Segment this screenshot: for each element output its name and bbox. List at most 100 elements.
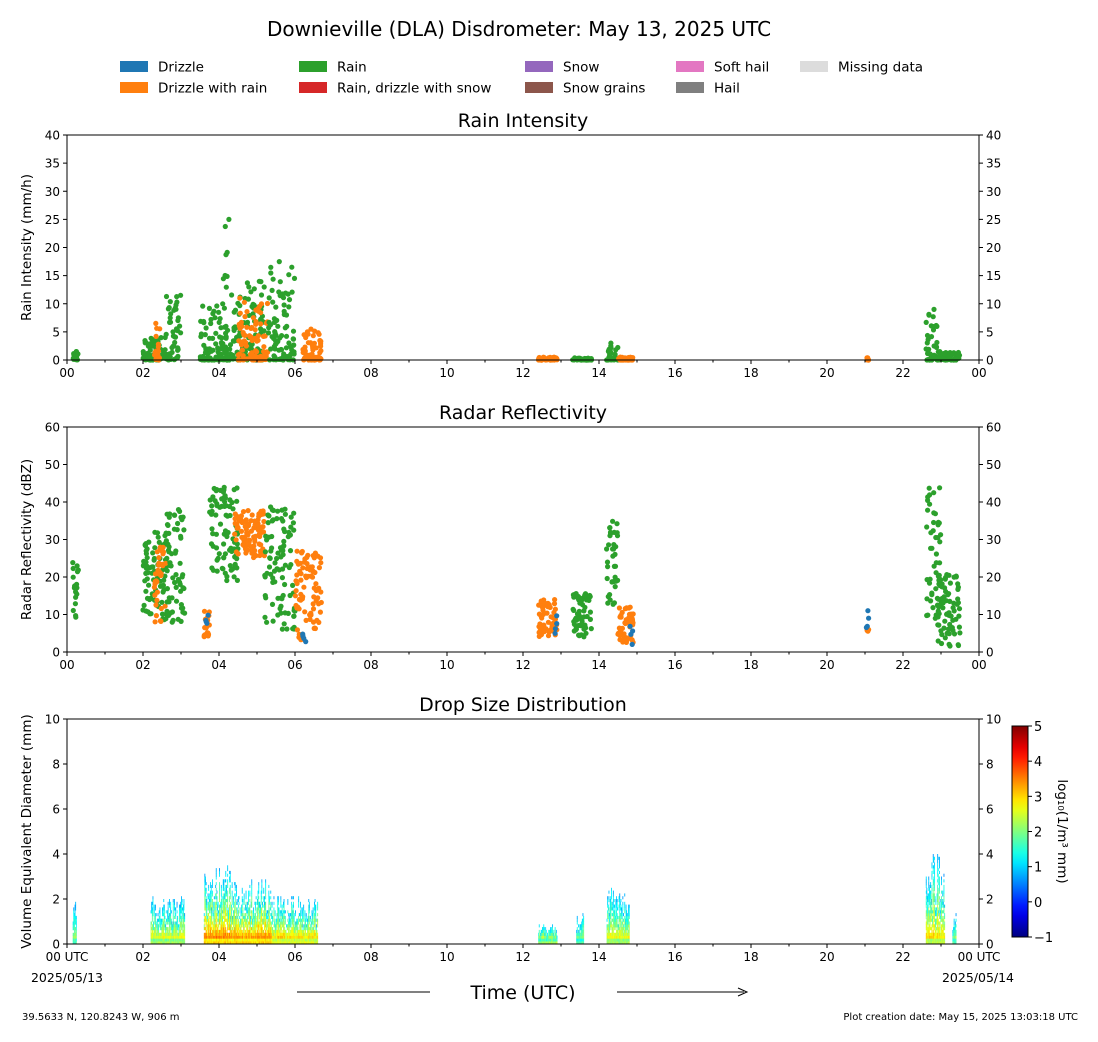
data-point: [280, 566, 286, 572]
heatmap-cell: [268, 913, 270, 917]
heatmap-cell: [162, 913, 164, 917]
heatmap-cell: [212, 882, 213, 886]
data-point: [167, 319, 173, 325]
heatmap-cell: [207, 913, 209, 917]
heatmap-cell: [179, 915, 180, 919]
heatmap-cell: [176, 924, 178, 928]
heatmap-cell: [265, 929, 267, 933]
heatmap-cell: [543, 929, 545, 933]
data-point: [274, 555, 280, 562]
data-point: [574, 611, 581, 617]
heatmap-cell: [183, 932, 185, 936]
heatmap-cell: [183, 935, 185, 939]
heatmap-cell: [308, 899, 310, 903]
heatmap-cell: [181, 904, 182, 908]
data-point: [180, 585, 186, 591]
heatmap-cell: [276, 924, 277, 928]
heatmap-cell: [238, 910, 240, 914]
heatmap-cell: [157, 941, 159, 945]
heatmap-cell: [158, 918, 160, 922]
heatmap-cell: [277, 904, 279, 908]
heatmap-cell: [181, 901, 182, 905]
heatmap-cell: [287, 910, 289, 914]
heatmap-cell: [205, 938, 207, 942]
heatmap-cell: [175, 935, 177, 939]
heatmap-cell: [212, 910, 214, 914]
heatmap-cell: [203, 938, 205, 942]
heatmap-cell: [209, 941, 211, 945]
data-point: [236, 518, 242, 524]
heatmap-cell: [284, 927, 286, 931]
heatmap-cell: [176, 941, 178, 945]
data-point: [154, 597, 160, 603]
data-point: [171, 526, 177, 532]
heatmap-cell: [210, 904, 212, 908]
heatmap-cell: [578, 924, 579, 928]
heatmap-cell: [153, 935, 154, 939]
heatmap-cell: [181, 924, 183, 928]
heatmap-cell: [167, 913, 169, 917]
heatmap-cell: [262, 913, 263, 917]
data-point: [261, 344, 267, 350]
heatmap-cell: [159, 918, 161, 922]
heatmap-cell: [160, 927, 161, 931]
heatmap-cell: [158, 938, 160, 942]
heatmap-cell: [221, 904, 223, 908]
heatmap-cell: [179, 918, 180, 922]
data-point: [261, 284, 267, 290]
heatmap-cell: [152, 941, 154, 945]
heatmap-cell: [261, 887, 263, 891]
x-tick-label: 06: [287, 658, 302, 672]
data-point: [540, 605, 546, 611]
heatmap-cell: [305, 927, 307, 931]
heatmap-cell: [179, 921, 181, 925]
heatmap-cell: [205, 941, 206, 945]
heatmap-cell: [205, 907, 207, 911]
plot-frame: [66, 134, 980, 361]
heatmap-cell: [272, 915, 274, 919]
data-point: [318, 589, 324, 595]
heatmap-cell: [246, 921, 248, 925]
y-tick-label-right: 40: [986, 496, 1001, 510]
heatmap-cell: [556, 938, 558, 942]
heatmap-cell: [162, 938, 163, 942]
heatmap-cell: [248, 899, 249, 903]
heatmap-cell: [182, 941, 184, 945]
heatmap-cell: [153, 929, 155, 933]
heatmap-cell: [181, 941, 183, 945]
heatmap-cell: [161, 932, 163, 936]
heatmap-cell: [205, 941, 207, 945]
heatmap-cell: [161, 929, 163, 933]
heatmap-cell: [151, 932, 153, 936]
heatmap-cell: [169, 924, 171, 928]
heatmap-cell: [169, 935, 170, 939]
heatmap-cell: [209, 904, 211, 908]
data-point: [313, 587, 319, 594]
heatmap-cell: [151, 932, 153, 936]
heatmap-cell: [243, 924, 244, 928]
heatmap-cell: [211, 927, 213, 931]
heatmap-cell: [174, 907, 176, 911]
heatmap-cell: [167, 935, 168, 939]
heatmap-cell: [207, 932, 209, 936]
heatmap-cell: [182, 913, 184, 917]
data-point: [946, 631, 952, 637]
heatmap-cell: [162, 929, 163, 933]
heatmap-cell: [293, 915, 295, 919]
data-point: [283, 354, 289, 360]
data-point: [212, 315, 218, 321]
heatmap-cell: [184, 929, 186, 933]
heatmap-cell: [314, 929, 315, 933]
heatmap-cell: [208, 913, 210, 917]
heatmap-cell: [249, 899, 251, 903]
heatmap-cell: [158, 921, 160, 925]
heatmap-cell: [172, 907, 174, 911]
heatmap-cell: [300, 927, 302, 931]
heatmap-cell: [291, 896, 293, 900]
y-tick-label-right: 40: [986, 129, 1001, 143]
heatmap-cell: [213, 915, 215, 919]
heatmap-cell: [277, 896, 279, 900]
heatmap-cell: [166, 938, 168, 942]
heatmap-cell: [163, 907, 165, 911]
data-point: [292, 593, 298, 599]
